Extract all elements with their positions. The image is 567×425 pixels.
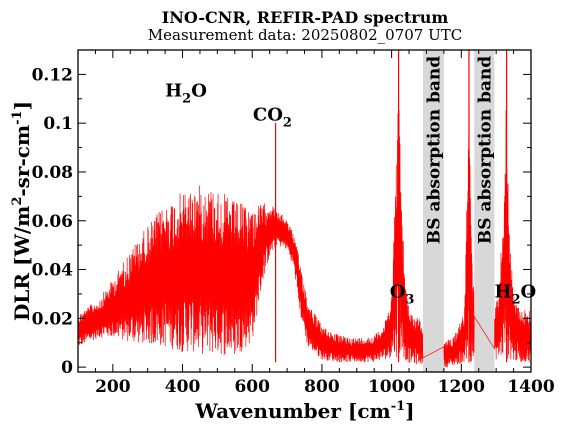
y-tick-label: 0.02 <box>32 309 73 329</box>
y-tick-label: 0.04 <box>32 261 74 281</box>
y-tick-label: 0.1 <box>43 114 73 134</box>
x-tick-label: 200 <box>95 377 131 397</box>
y-tick-label: 0.12 <box>32 65 73 85</box>
x-tick-label: 800 <box>304 377 340 397</box>
spectrum-series <box>78 50 531 368</box>
y-tick-label: 0 <box>61 358 73 378</box>
annotation-3: O3 <box>390 282 415 308</box>
chart-title: INO-CNR, REFIR-PAD spectrum <box>162 8 449 27</box>
x-tick-label: 1200 <box>438 377 485 397</box>
annotation-2: CO2 <box>253 105 292 131</box>
absorption-band-2 <box>474 50 495 372</box>
absorption-band-1 <box>422 50 444 372</box>
y-tick-label: 0.08 <box>32 163 73 183</box>
y-axis-label: DLR [W/m2-sr-cm-1] <box>10 101 34 321</box>
chart-subtitle: Measurement data: 20250802_0707 UTC <box>148 26 462 44</box>
absorption-bands: BS absorption band BS absorption band <box>422 50 495 372</box>
x-axis-label: Wavenumber [cm-1] <box>194 399 414 423</box>
x-tick-label: 600 <box>234 377 270 397</box>
spectrum-line <box>78 105 531 368</box>
x-tick-label: 400 <box>165 377 201 397</box>
annotation-1: H2O <box>165 80 207 106</box>
axis-ticks: 200 400 600 800 1000 1200 1400 0 0.02 0.04 0.06 0.0… <box>32 50 555 397</box>
x-tick-label: 1400 <box>507 377 554 397</box>
x-tick-label: 1000 <box>368 377 415 397</box>
absorption-band-label-2: BS absorption band <box>475 56 495 244</box>
annotation-4: H2O <box>494 282 536 308</box>
annotations: H2O CO2 O3 H2O <box>165 80 536 307</box>
absorption-band-label-1: BS absorption band <box>424 56 444 244</box>
y-tick-label: 0.06 <box>32 212 73 232</box>
